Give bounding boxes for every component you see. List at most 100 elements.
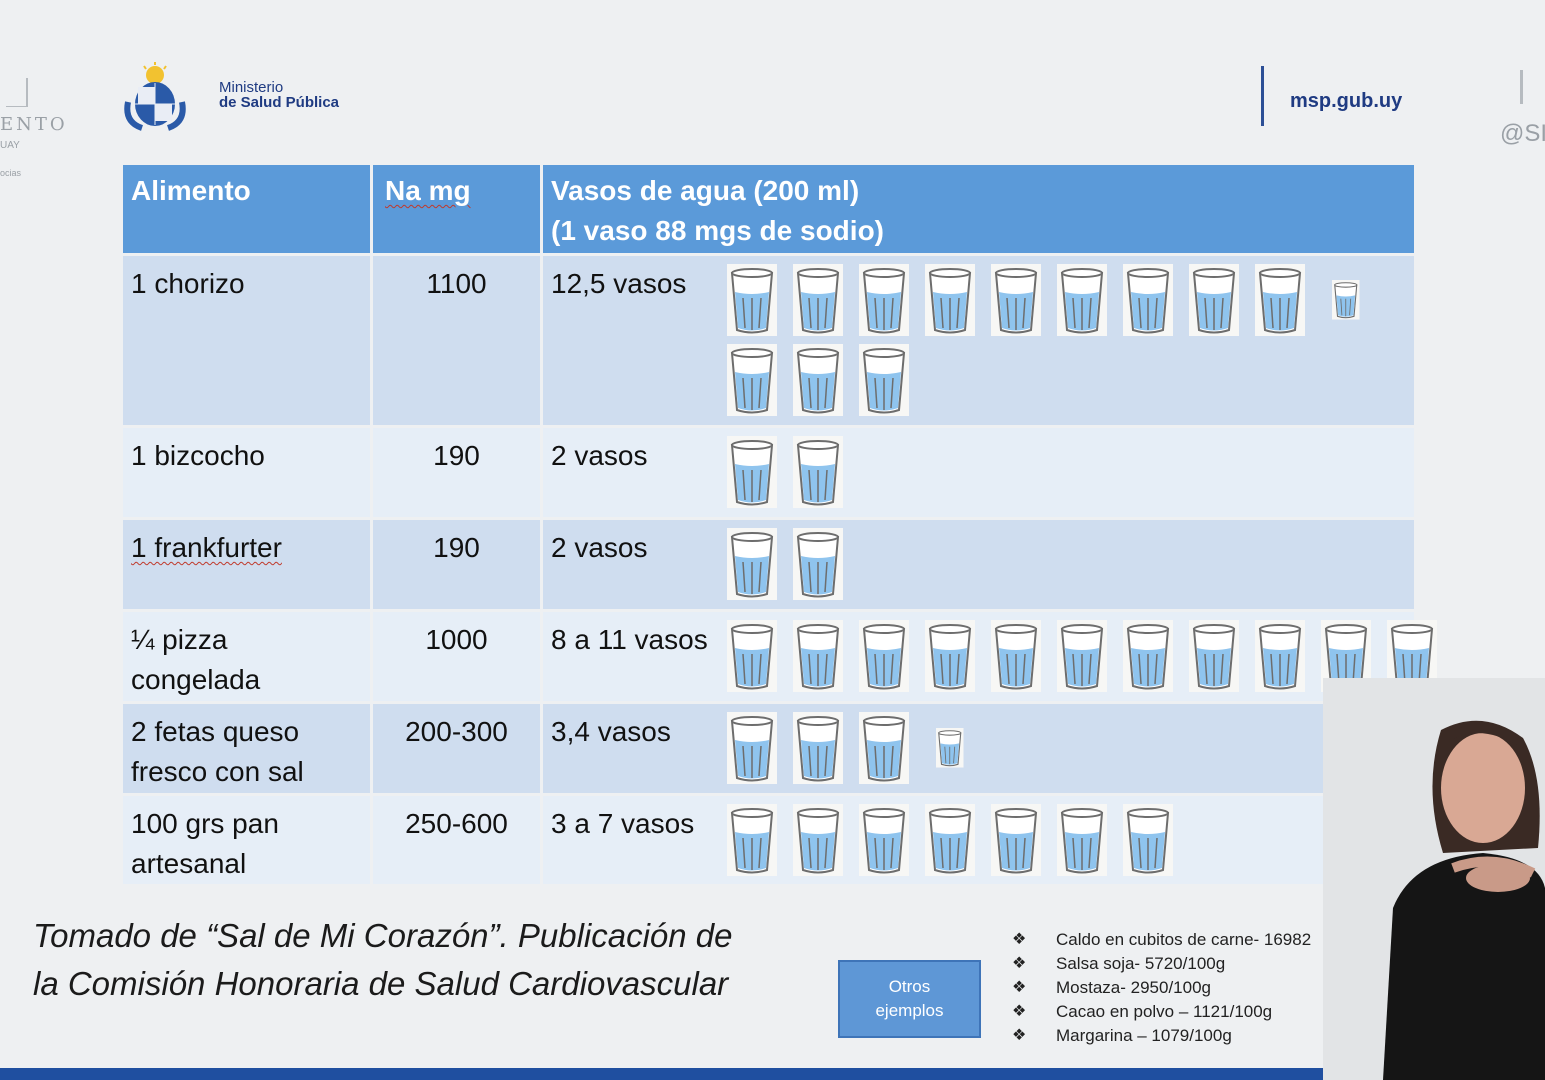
food-cell: 1 chorizo [120,253,373,428]
ghost-text: ENTO [0,114,68,135]
sodium-cell: 1000 [370,609,543,704]
food-line-2: artesanal [131,848,247,879]
sodium-cell: 190 [370,517,543,612]
ministry-line-2: de Salud Pública [219,94,340,111]
ghost-handle: @SI [1500,120,1545,147]
example-text: Margarina – 1079/100g [1056,1026,1232,1045]
water-glass-icon [991,620,1041,692]
water-glass-icon [1123,264,1173,336]
water-glass-icon [727,804,777,876]
header-na-label: Na mg [385,175,471,206]
water-glass-icon [793,528,843,600]
water-glass-icon [859,620,909,692]
glasses-text: 2 vasos [551,440,648,471]
glasses-text: 3 a 7 vasos [551,808,695,839]
water-glass-icon [859,264,909,336]
table-row: 1 bizcocho 190 2 vasos [120,425,1417,520]
water-glass-icon [727,528,777,600]
header-glasses-line-1: Vasos de agua (200 ml) [551,175,860,206]
ghost-logo-fragment [6,78,28,107]
water-glass-icon [793,712,843,784]
partial-glass-icon [1332,280,1360,320]
table-header-row: Alimento Na mg Vasos de agua (200 ml) (1… [120,162,1417,256]
glasses-cell: 12,5 vasos [540,253,1417,428]
glasses-text: 2 vasos [551,532,648,563]
header-divider [1261,66,1264,126]
glasses-text: 3,4 vasos [551,716,671,747]
example-text: Mostaza- 2950/100g [1056,978,1211,997]
water-glass-icon [793,264,843,336]
water-glass-icon [793,436,843,508]
food-line-1: ¼ pizza [131,624,228,655]
water-glass-icon [727,436,777,508]
sodium-table: Alimento Na mg Vasos de agua (200 ml) (1… [120,162,1417,887]
food-line-1: 2 fetas queso [131,716,300,747]
water-glass-icon [859,344,909,416]
glasses-cell: 8 a 11 vasos [540,609,1416,704]
water-glass-icon [1255,264,1305,336]
header-food: Alimento [120,162,373,256]
website-url: msp.gub.uy [1290,90,1403,112]
glasses-text: 12,5 vasos [551,268,687,299]
food-line-2: congelada [131,664,261,695]
glasses-cell: 3,4 vasos [540,701,1417,796]
sodium-cell: 1100 [370,253,543,428]
water-glass-icon [727,344,777,416]
water-glass-icon [925,264,975,336]
diamond-bullet-icon: ❖ [1012,979,1027,996]
other-examples-button[interactable]: Otros ejemplos [838,960,981,1038]
glasses-graphic [727,264,1414,434]
coat-of-arms-logo [124,62,186,131]
list-item: ❖ Margarina – 1079/100g [1012,1024,1324,1048]
water-glass-icon [1123,804,1173,876]
water-glass-icon [793,620,843,692]
food-cell: 2 fetas queso fresco con sal [120,701,373,796]
water-glass-icon [793,804,843,876]
water-glass-icon [1189,264,1239,336]
table-row: 2 fetas queso fresco con sal 200-300 3,4… [120,701,1417,796]
water-glass-icon [727,712,777,784]
list-item: ❖ Cacao en polvo – 1121/100g [1012,1000,1324,1024]
water-glass-icon [1057,264,1107,336]
water-glass-icon [859,712,909,784]
header-glasses-line-2: (1 vaso 88 mgs de sodio) [551,215,884,246]
diamond-bullet-icon: ❖ [1012,1003,1027,1020]
water-glass-icon [793,344,843,416]
example-text: Caldo en cubitos de carne- 16982 [1056,930,1312,949]
food-cell: 1 bizcocho [120,425,373,520]
glasses-cell: 2 vasos [540,517,1417,612]
credit-line-2: la Comisión Honoraria de Salud Cardiovas… [33,965,729,1002]
source-credit: Tomado de “Sal de Mi Corazón”. Publicaci… [33,912,833,1008]
water-glass-icon [991,264,1041,336]
partial-glass-icon [936,728,964,768]
glasses-cell: 3 a 7 vasos [540,793,1417,887]
diamond-bullet-icon: ❖ [1012,1027,1027,1044]
list-item: ❖ Salsa soja- 5720/100g [1012,952,1324,976]
water-glass-icon [1057,804,1107,876]
table-row: 100 grs pan artesanal 250-600 3 a 7 vaso… [120,793,1417,887]
ghost-divider [1520,70,1523,104]
water-glass-icon [727,264,777,336]
diamond-bullet-icon: ❖ [1012,931,1027,948]
water-glass-icon [1189,620,1239,692]
button-line-2: ejemplos [875,1001,944,1020]
sodium-cell: 250-600 [370,793,543,887]
food-line-2: fresco con sal [131,756,304,787]
water-glass-icon [1255,620,1305,692]
sodium-cell: 190 [370,425,543,520]
food-cell: 100 grs pan artesanal [120,793,373,887]
ministry-name: Ministerio de Salud Pública [219,80,339,110]
list-item: ❖ Caldo en cubitos de carne- 16982 [1012,928,1324,952]
table-row: 1 chorizo 1100 12,5 vasos [120,253,1417,428]
food-label: 1 frankfurter [131,532,282,563]
ghost-subtext: UAY [0,140,20,151]
bottom-accent-bar [0,1068,1323,1080]
ministry-line-1: Ministerio [219,79,284,96]
table-row: 1 frankfurter 190 2 vasos [120,517,1417,612]
diamond-bullet-icon: ❖ [1012,955,1027,972]
example-text: Salsa soja- 5720/100g [1056,954,1226,973]
list-item: ❖ Mostaza- 2950/100g [1012,976,1324,1000]
example-text: Cacao en polvo – 1121/100g [1056,1002,1273,1021]
header-glasses: Vasos de agua (200 ml) (1 vaso 88 mgs de… [540,162,1417,256]
water-glass-icon [1123,620,1173,692]
